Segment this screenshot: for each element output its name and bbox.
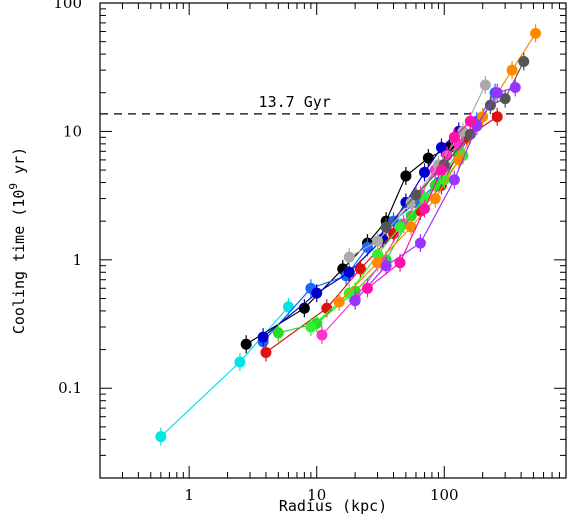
data-point — [234, 356, 246, 368]
data-point — [394, 257, 406, 269]
data-point — [479, 79, 491, 91]
data-point — [305, 321, 317, 333]
series-line — [338, 33, 537, 303]
data-point — [311, 287, 323, 299]
data-point — [491, 111, 503, 123]
data-point — [257, 331, 269, 343]
x-tick-label: 1 — [184, 486, 194, 504]
data-point — [372, 257, 384, 269]
data-point — [419, 203, 431, 215]
series-line — [349, 84, 486, 258]
data-point — [405, 210, 417, 222]
series — [240, 138, 456, 354]
data-point — [405, 221, 417, 233]
data-point — [155, 431, 167, 443]
data-point — [400, 170, 412, 182]
x-tick-label: 10 — [307, 486, 326, 504]
data-point — [240, 338, 252, 350]
series — [155, 297, 294, 446]
data-point — [298, 302, 310, 314]
series — [343, 75, 491, 267]
y-tick-label: 100 — [53, 0, 82, 12]
x-axis-label: Radius (kpc) — [279, 497, 387, 515]
data-point — [429, 193, 441, 205]
data-point — [316, 329, 328, 341]
data-point — [499, 93, 511, 105]
series — [361, 112, 476, 298]
data-point — [361, 282, 373, 294]
series — [349, 78, 521, 310]
x-tick-labels: 1 10 100 — [184, 486, 458, 504]
data-series — [155, 24, 542, 446]
data-point — [448, 174, 460, 186]
data-point — [380, 260, 392, 272]
data-point — [349, 295, 361, 307]
data-point — [333, 296, 345, 308]
data-point — [491, 87, 503, 99]
y-tick-label: 0.1 — [58, 379, 82, 397]
data-point — [380, 221, 392, 233]
data-point — [272, 327, 284, 339]
data-point — [354, 263, 366, 275]
series-line — [160, 306, 289, 438]
data-point — [343, 287, 355, 299]
data-point — [394, 221, 406, 233]
data-point — [435, 164, 447, 176]
data-point — [506, 64, 518, 76]
data-point — [343, 266, 355, 278]
plot-frame — [99, 2, 567, 479]
data-point — [414, 237, 426, 249]
axis-ticks — [99, 2, 567, 479]
data-point — [410, 189, 422, 201]
age-of-universe-label: 13.7 Gyr — [259, 93, 331, 111]
y-tick-label: 10 — [63, 122, 82, 140]
data-point — [464, 115, 476, 127]
y-axis-label: Cooling time (109 yr) — [7, 147, 28, 334]
series — [257, 83, 501, 351]
data-point — [422, 152, 434, 164]
data-point — [419, 166, 431, 178]
x-tick-label: 100 — [430, 486, 459, 504]
y-tick-label: 1 — [72, 251, 82, 269]
data-point — [518, 56, 530, 68]
data-point — [343, 251, 355, 263]
data-point — [435, 141, 447, 153]
data-point — [372, 235, 384, 247]
data-point — [448, 131, 460, 143]
data-point — [282, 301, 294, 313]
y-tick-labels: 0.1 1 10 100 — [53, 0, 82, 397]
data-point — [509, 81, 521, 93]
data-point — [464, 128, 476, 140]
data-point — [260, 346, 272, 358]
data-point — [530, 27, 542, 39]
